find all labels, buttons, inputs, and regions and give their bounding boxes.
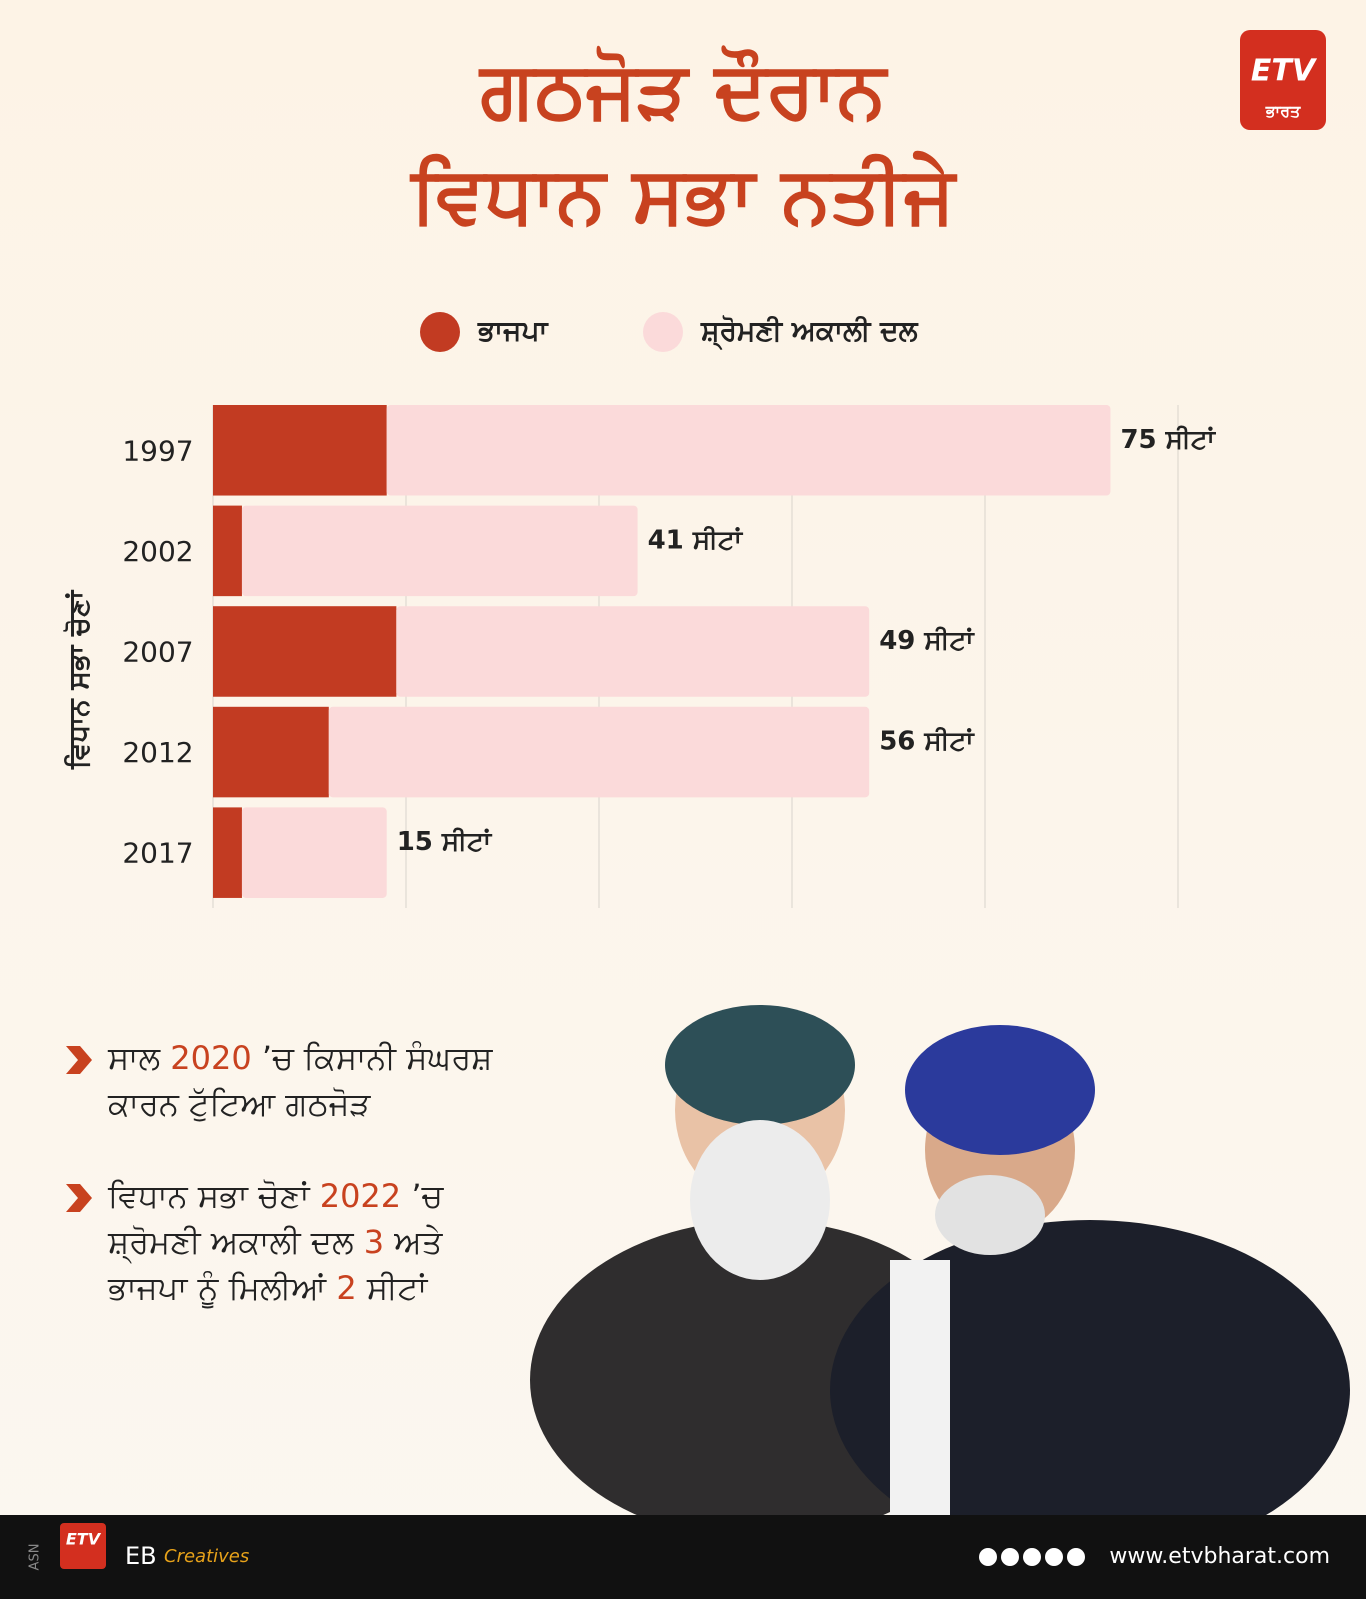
note-text: ਕਾਰਨ ਟੁੱਟਿਆ ਗਠਜੋੜ: [107, 1085, 371, 1123]
icon: [1023, 1548, 1041, 1566]
logo-box: [1240, 30, 1326, 130]
note-text: ’ਚ ਕਿਸਾਨੀ ਸੰਘਰਸ਼: [252, 1039, 493, 1077]
note-text: ਭਾਜਪਾ ਨੂੰ ਮਿਲੀਆਂ: [107, 1269, 336, 1309]
shirt: [890, 1260, 950, 1515]
bar-segment: [213, 807, 242, 898]
note-line: ਸਾਲ 2020 ’ਚ ਕਿਸਾਨੀ ਸੰਘਰਸ਼: [107, 1039, 493, 1077]
legend-label: ਭਾਜਪਾ: [477, 314, 550, 347]
y-tick-label: 2002: [122, 535, 193, 568]
social-icons: [979, 1548, 1085, 1566]
note-highlight: 2022: [320, 1177, 401, 1215]
turban: [665, 1005, 855, 1125]
footer-logo: [60, 1523, 106, 1569]
y-tick-label: 1997: [122, 434, 193, 467]
footer-logo-text: ETV: [66, 1530, 102, 1549]
note-line: ਕਾਰਨ ਟੁੱਟਿਆ ਗਠਜੋੜ: [107, 1085, 371, 1123]
footer-bar: [0, 1515, 1366, 1599]
note-text: ’ਚ: [401, 1177, 444, 1215]
value-label: 49 ਸੀਟਾਂ: [879, 625, 975, 656]
footer-text: ASN: [28, 1544, 43, 1571]
icon: [1067, 1548, 1085, 1566]
logo: ETV ਭਾਰਤ: [1240, 30, 1326, 130]
icon: [1045, 1548, 1063, 1566]
plot: 199718 ਸੀਟਾਂ75 ਸੀਟਾਂ20023 ਸੀਟਾਂ41 ਸੀਟਾਂ2…: [122, 405, 1216, 908]
bar-segment: [241, 505, 638, 597]
legend-swatch: [643, 312, 683, 352]
note-line: ਸ਼੍ਰੋਮਣੀ ਅਕਾਲੀ ਦਲ 3 ਅਤੇ: [107, 1223, 444, 1264]
bar-segment: [386, 405, 1111, 496]
y-tick-label: 2012: [122, 736, 193, 769]
note-highlight: 2020: [170, 1039, 251, 1077]
photo: [530, 1005, 1350, 1560]
y-axis-label: ਵਿਧਾਨ ਸਭਾ ਚੋਣਾਂ: [62, 589, 95, 770]
note-text: ਸ਼੍ਰੋਮਣੀ ਅਕਾਲੀ ਦਲ: [107, 1223, 364, 1264]
note-highlight: 2: [336, 1269, 356, 1307]
bar-segment: [328, 706, 870, 798]
note-line: ਵਿਧਾਨ ਸਭਾ ਚੋਣਾਂ 2022 ’ਚ: [107, 1177, 444, 1215]
note-text: ਸੀਟਾਂ: [357, 1269, 429, 1307]
note-text: ਵਿਧਾਨ ਸਭਾ ਚੋਣਾਂ: [107, 1177, 320, 1215]
figure: [830, 1220, 1350, 1560]
notes: ਸਾਲ 2020 ’ਚ ਕਿਸਾਨੀ ਸੰਘਰਸ਼ ਕਾਰਨ ਟੁੱਟਿਆ ਗਠਜ…: [66, 1039, 493, 1309]
value-label: 56 ਸੀਟਾਂ: [879, 726, 975, 757]
beard: [690, 1120, 830, 1280]
legend-swatch: [420, 312, 460, 352]
chart-title: ਗਠਜੋੜ ਦੌਰਾਨ: [478, 44, 889, 135]
footer-creatives: Creatives: [164, 1546, 249, 1567]
logo-text: ਭਾਰਤ: [1265, 102, 1301, 121]
beard: [935, 1175, 1045, 1255]
value-label: 75 ਸੀਟਾਂ: [1120, 424, 1216, 455]
bullet-arrow: [66, 1046, 92, 1074]
bar-segment: [396, 606, 870, 697]
note-highlight: 3: [364, 1223, 384, 1261]
bar-segment: [213, 405, 387, 496]
note-line: ਭਾਜਪਾ ਨੂੰ ਮਿਲੀਆਂ 2 ਸੀਟਾਂ: [107, 1269, 428, 1309]
value-label: 15 ਸੀਟਾਂ: [397, 826, 493, 857]
footer-brand: EB: [125, 1542, 157, 1570]
legend-label: ਸ਼੍ਰੋਮਣੀ ਅਕਾਲੀ ਦਲ: [700, 314, 919, 350]
bar-segment: [213, 706, 329, 798]
bar-segment: [213, 606, 397, 697]
note-text: ਸਾਲ: [107, 1039, 170, 1077]
footer-url: www.etvbharat.com: [1109, 1544, 1330, 1569]
icon: [1001, 1548, 1019, 1566]
icon: [979, 1548, 997, 1566]
bar-segment: [241, 807, 387, 898]
logo-text: ETV: [1251, 54, 1318, 89]
bullet-arrow: [66, 1184, 92, 1212]
y-tick-label: 2017: [122, 837, 193, 870]
bar-segment: [213, 505, 242, 597]
y-tick-label: 2007: [122, 635, 193, 668]
note-text: ਅਤੇ: [384, 1223, 444, 1261]
value-label: 41 ਸੀਟਾਂ: [648, 524, 744, 555]
turban: [905, 1025, 1095, 1155]
chart-title: ਵਿਧਾਨ ਸਭਾ ਨਤੀਜੇ: [409, 150, 958, 240]
